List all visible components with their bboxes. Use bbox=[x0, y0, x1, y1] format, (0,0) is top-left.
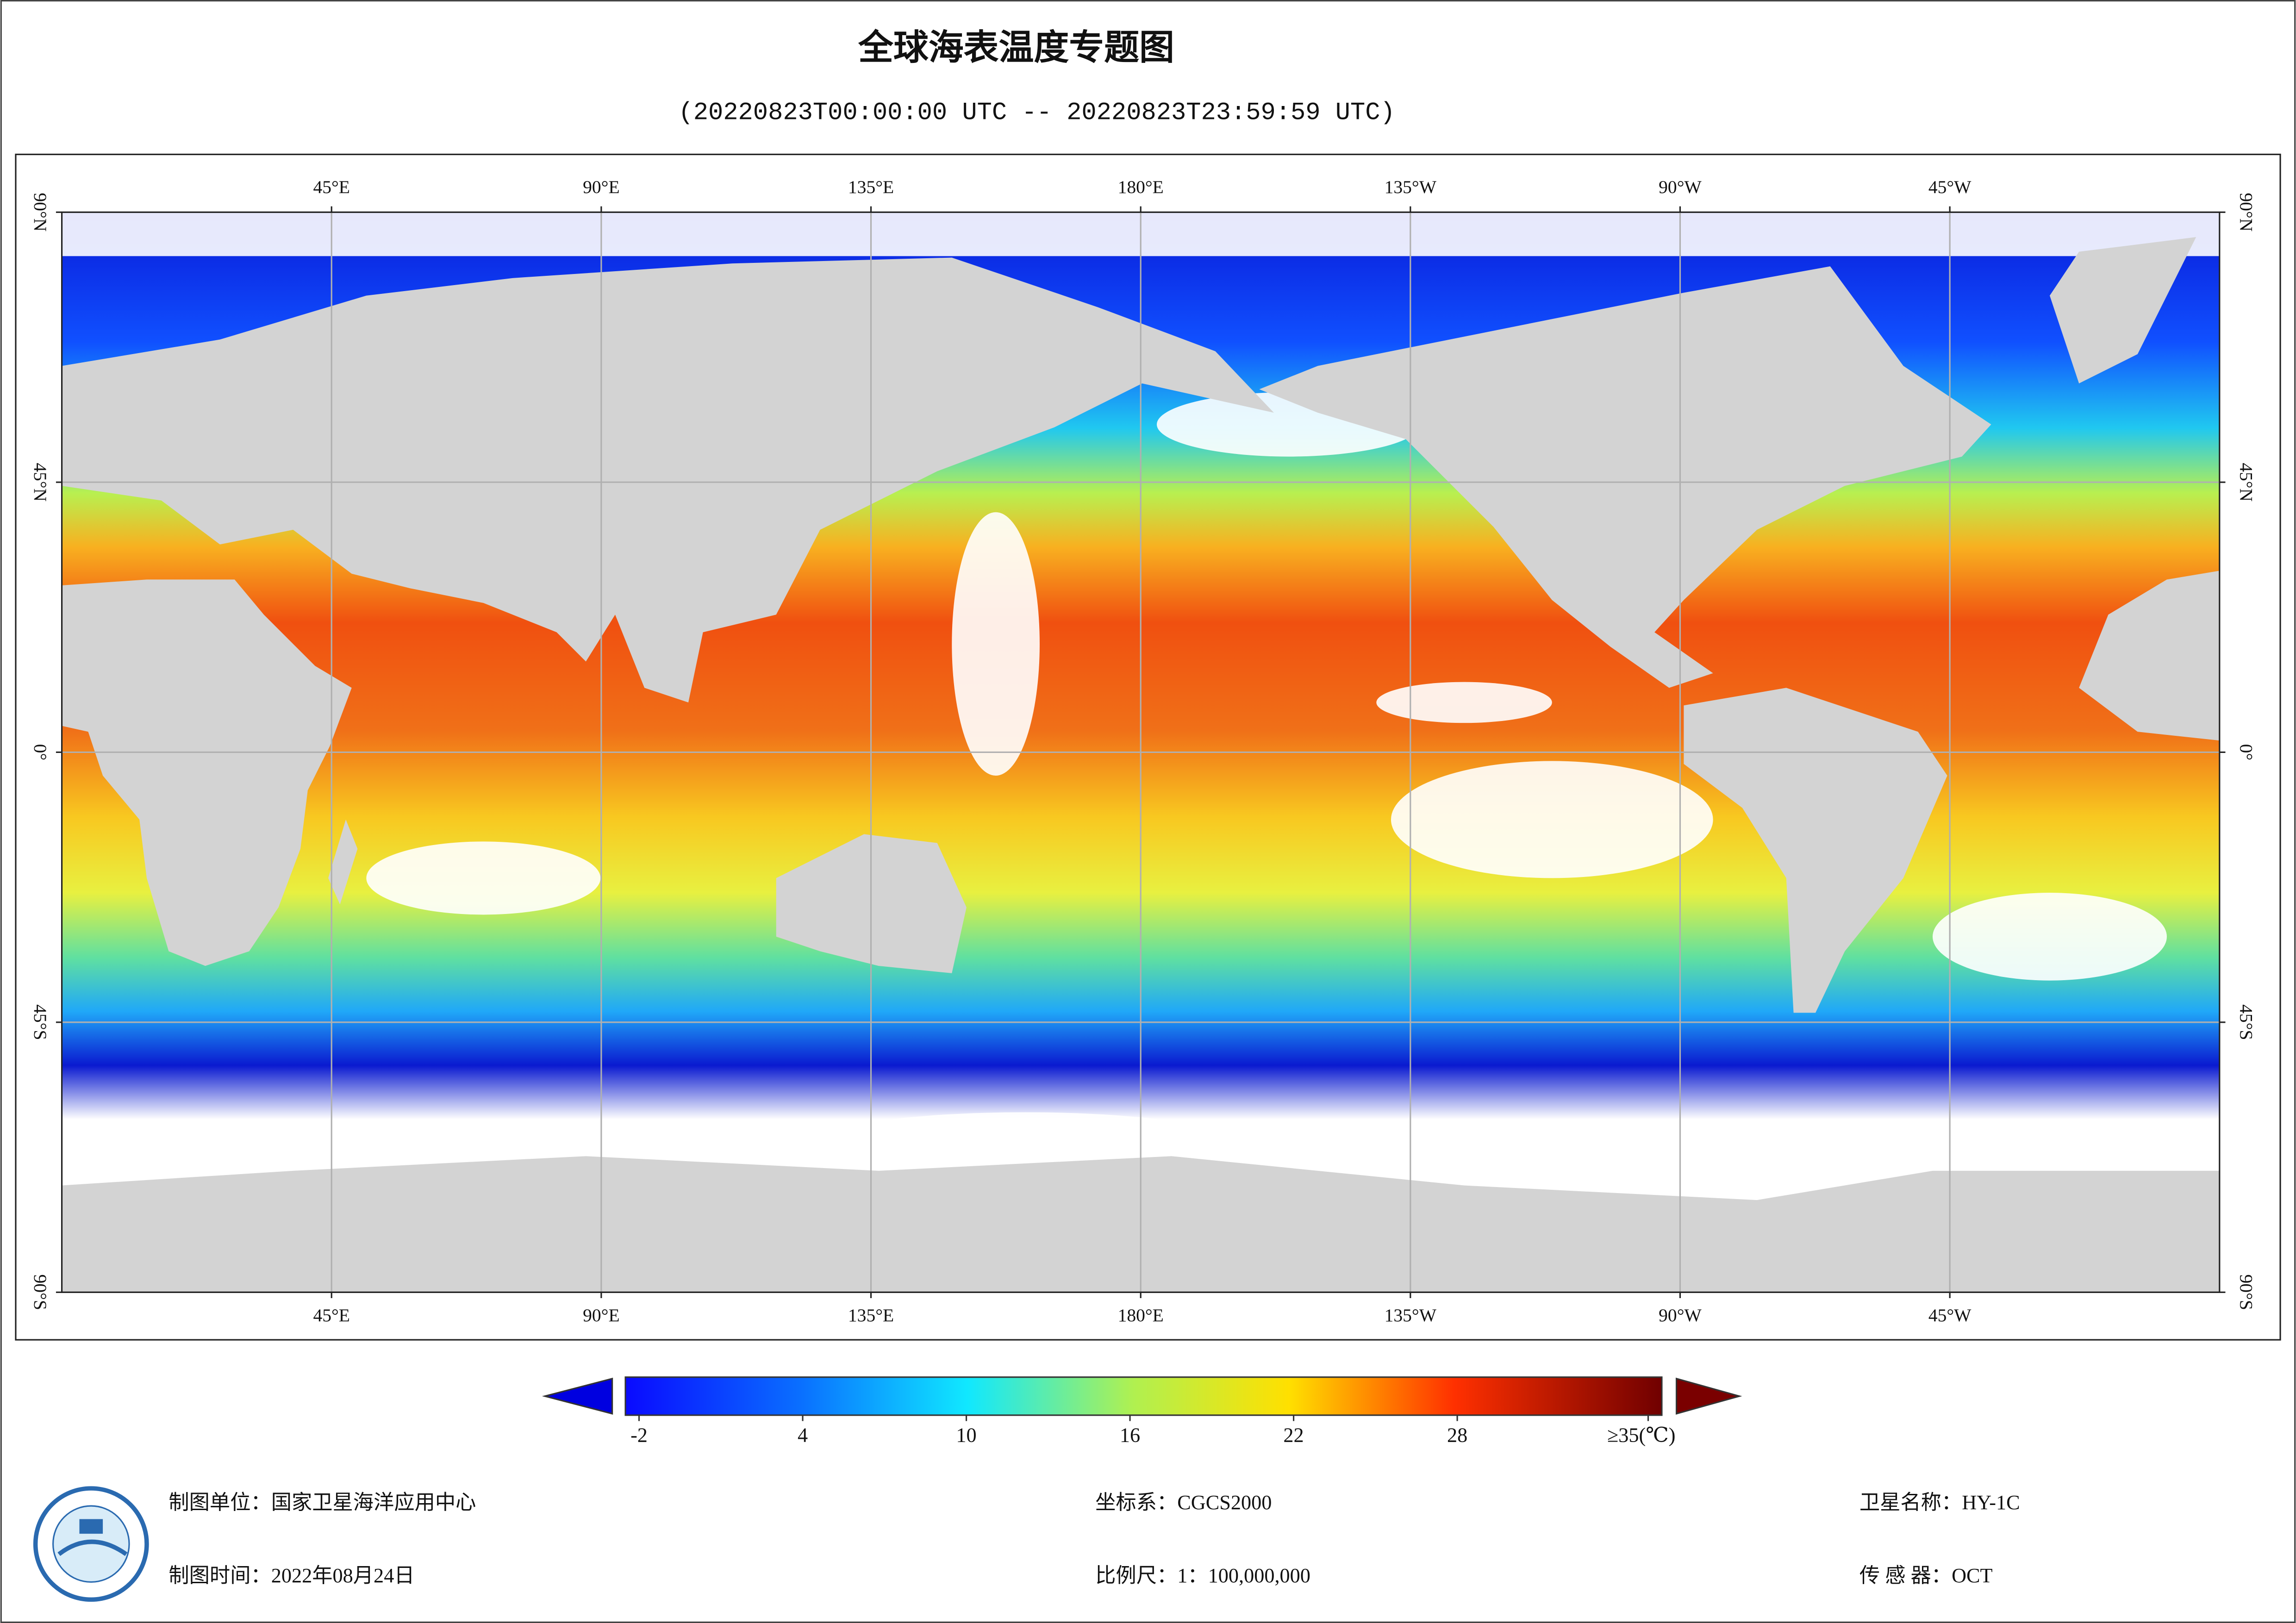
colorbar-bar bbox=[624, 1376, 1663, 1416]
footer-satellite: 卫星名称：HY-1C bbox=[1859, 1491, 2020, 1514]
lon-label-top: 45°W bbox=[1928, 177, 1972, 197]
colorbar-label: ≥35(℃) bbox=[1607, 1424, 1676, 1447]
lon-label-top: 135°E bbox=[848, 177, 894, 197]
lon-label-bottom: 45°W bbox=[1928, 1305, 1972, 1325]
lon-label-bottom: 180°E bbox=[1118, 1305, 1164, 1325]
lon-label-top: 90°E bbox=[583, 177, 619, 197]
map-frame bbox=[15, 154, 2281, 1341]
footer-time: 制图时间：2022年08月24日 bbox=[168, 1564, 414, 1587]
lat-label-right: 45°S bbox=[2236, 1004, 2257, 1040]
title: 全球海表温度专题图 bbox=[858, 27, 1174, 68]
colorbar-min-arrow bbox=[542, 1377, 613, 1415]
colorbar-max-arrow bbox=[1676, 1377, 1742, 1415]
footer-crs: 坐标系：CGCS2000 bbox=[1095, 1491, 1272, 1514]
lon-label-top: 90°W bbox=[1659, 177, 1702, 197]
lat-label-left: 90°N bbox=[30, 193, 50, 232]
lat-label-left: 90°S bbox=[30, 1275, 50, 1310]
lat-label-left: 45°N bbox=[30, 463, 50, 502]
lon-label-bottom: 90°E bbox=[583, 1305, 619, 1325]
colorbar-label: 16 bbox=[1120, 1424, 1140, 1447]
lon-label-top: 45°E bbox=[313, 177, 349, 197]
colorbar bbox=[542, 1376, 1742, 1416]
colorbar-label: 22 bbox=[1283, 1424, 1304, 1447]
lon-label-bottom: 90°W bbox=[1659, 1305, 1702, 1325]
footer-unit: 制图单位：国家卫星海洋应用中心 bbox=[168, 1491, 476, 1514]
colorbar-label: 28 bbox=[1447, 1424, 1467, 1447]
colorbar-label: -2 bbox=[630, 1424, 648, 1447]
logo bbox=[33, 1486, 149, 1602]
map-border bbox=[61, 211, 2221, 1293]
lon-label-bottom: 135°E bbox=[848, 1305, 894, 1325]
colorbar-label: 10 bbox=[956, 1424, 976, 1447]
footer-scale: 比例尺：1：100,000,000 bbox=[1095, 1564, 1310, 1587]
subtitle: (20220823T00:00:00 UTC -- 20220823T23:59… bbox=[679, 99, 1395, 127]
lon-label-top: 180°E bbox=[1118, 177, 1164, 197]
lon-label-top: 135°W bbox=[1385, 177, 1437, 197]
lat-label-right: 45°N bbox=[2236, 463, 2257, 502]
footer-sensor: 传 感 器：OCT bbox=[1859, 1564, 1993, 1587]
colorbar-label: 4 bbox=[798, 1424, 808, 1447]
lat-label-left: 0° bbox=[30, 744, 50, 761]
lon-label-bottom: 135°W bbox=[1385, 1305, 1437, 1325]
lon-label-bottom: 45°E bbox=[313, 1305, 349, 1325]
colorbar-ticks: -2 4 10 16 22 28 ≥35(℃) bbox=[630, 1415, 1676, 1447]
lat-label-left: 45°S bbox=[30, 1004, 50, 1040]
lat-label-right: 0° bbox=[2236, 744, 2257, 761]
lat-label-right: 90°N bbox=[2236, 193, 2257, 232]
lat-label-right: 90°S bbox=[2236, 1275, 2257, 1310]
